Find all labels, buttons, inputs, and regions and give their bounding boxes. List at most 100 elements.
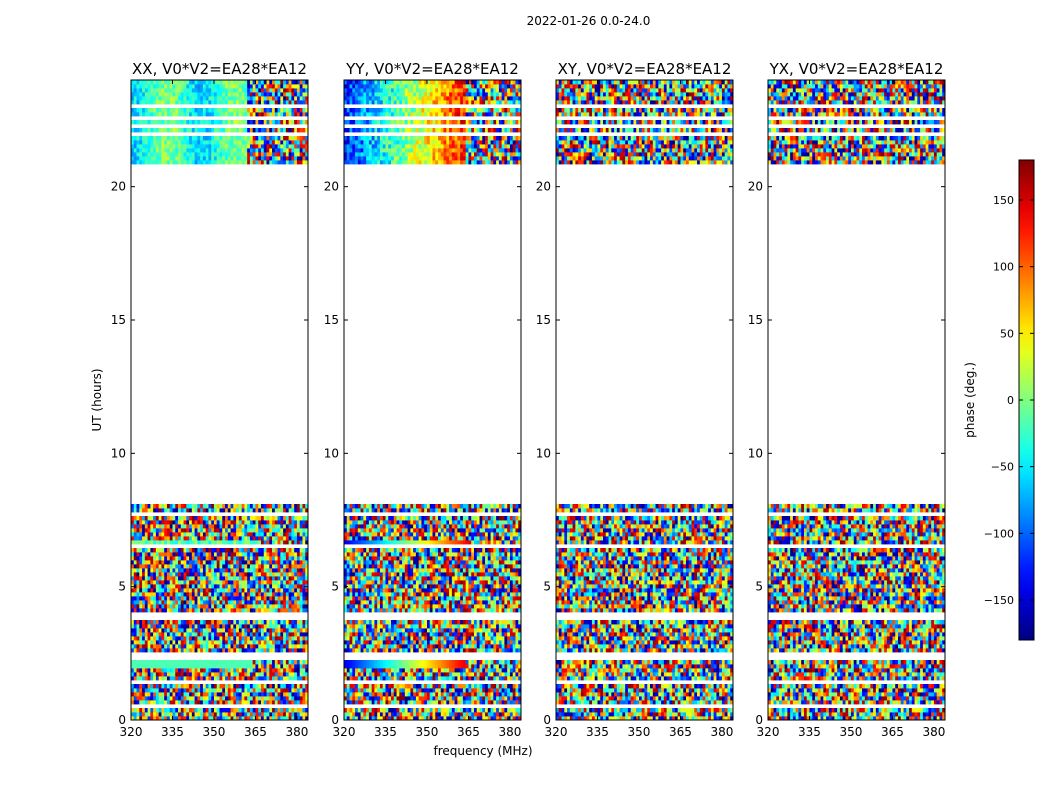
heatmap-cell bbox=[274, 96, 278, 101]
heatmap-cell bbox=[296, 80, 301, 85]
heatmap-cell bbox=[219, 708, 223, 713]
heatmap-cell bbox=[255, 540, 259, 545]
heatmap-cell bbox=[272, 668, 276, 673]
heatmap-cell bbox=[236, 664, 240, 669]
heatmap-cell bbox=[285, 676, 290, 681]
heatmap-cell bbox=[274, 716, 278, 721]
heatmap-cell bbox=[299, 152, 303, 157]
heatmap-cell bbox=[131, 568, 135, 573]
heatmap-cell bbox=[216, 120, 220, 125]
heatmap-cell bbox=[164, 624, 168, 629]
x-tick-label: 350 bbox=[203, 725, 226, 739]
heatmap-cell bbox=[178, 684, 182, 689]
heatmap-cell bbox=[155, 588, 160, 593]
heatmap-cell bbox=[197, 576, 201, 581]
heatmap-cell bbox=[225, 572, 229, 577]
heatmap-cell bbox=[255, 696, 259, 701]
heatmap-cell bbox=[150, 100, 154, 105]
heatmap-cell bbox=[131, 152, 135, 157]
heatmap-cell bbox=[164, 120, 168, 125]
heatmap-cell bbox=[227, 140, 231, 145]
heatmap-cell bbox=[247, 608, 251, 613]
heatmap-cell bbox=[241, 588, 245, 593]
heatmap-cell bbox=[142, 568, 146, 573]
heatmap-cell bbox=[435, 692, 439, 697]
heatmap-cell bbox=[288, 560, 292, 565]
heatmap-cell bbox=[360, 688, 364, 693]
heatmap-cell bbox=[283, 160, 287, 165]
heatmap-cell bbox=[233, 688, 237, 693]
heatmap-cell bbox=[211, 548, 215, 553]
heatmap-cell bbox=[189, 120, 193, 125]
heatmap-cell bbox=[178, 672, 182, 677]
heatmap-cell bbox=[263, 156, 267, 161]
heatmap-cell bbox=[374, 676, 378, 681]
heatmap-cell bbox=[133, 672, 137, 677]
heatmap-cell bbox=[493, 684, 497, 689]
heatmap-cell bbox=[247, 568, 251, 573]
heatmap-cell bbox=[178, 120, 182, 125]
heatmap-cell bbox=[153, 580, 157, 585]
heatmap-cell bbox=[222, 152, 226, 157]
heatmap-cell bbox=[249, 684, 254, 689]
heatmap-cell bbox=[288, 664, 292, 669]
heatmap-cell bbox=[227, 716, 231, 721]
heatmap-cell bbox=[172, 96, 176, 101]
heatmap-cell bbox=[133, 80, 137, 85]
heatmap-cell bbox=[515, 660, 519, 665]
heatmap-cell bbox=[225, 100, 229, 105]
heatmap-cell bbox=[180, 620, 184, 625]
heatmap-cell bbox=[449, 660, 453, 665]
heatmap-cell bbox=[236, 84, 240, 89]
heatmap-cell bbox=[189, 684, 193, 689]
heatmap-cell bbox=[131, 668, 135, 673]
heatmap-cell bbox=[260, 584, 265, 589]
heatmap-cell bbox=[260, 136, 265, 141]
heatmap-cell bbox=[244, 120, 248, 125]
heatmap-cell bbox=[296, 560, 301, 565]
heatmap-cell bbox=[230, 708, 234, 713]
heatmap-cell bbox=[222, 568, 226, 573]
heatmap-cell bbox=[244, 648, 248, 653]
heatmap-cell bbox=[222, 572, 226, 577]
heatmap-cell bbox=[147, 100, 151, 105]
heatmap-cell bbox=[244, 640, 248, 645]
heatmap-cell bbox=[266, 604, 270, 609]
heatmap-cell bbox=[225, 508, 229, 513]
heatmap-cell bbox=[225, 648, 229, 653]
heatmap-cell bbox=[178, 112, 182, 117]
heatmap-cell bbox=[360, 648, 364, 653]
heatmap-cell bbox=[258, 716, 262, 721]
heatmap-cell bbox=[169, 600, 173, 605]
heatmap-cell bbox=[285, 712, 290, 717]
heatmap-cell bbox=[150, 608, 154, 613]
heatmap-cell bbox=[291, 692, 295, 697]
heatmap-cell bbox=[277, 84, 281, 89]
heatmap-cell bbox=[263, 712, 267, 717]
heatmap-cell bbox=[178, 592, 182, 597]
heatmap-cell bbox=[285, 664, 290, 669]
heatmap-cell bbox=[230, 516, 234, 521]
heatmap-cell bbox=[396, 664, 400, 669]
heatmap-cell bbox=[473, 684, 478, 689]
heatmap-cell bbox=[413, 716, 417, 721]
heatmap-cell bbox=[269, 152, 273, 157]
heatmap-cell bbox=[255, 596, 259, 601]
heatmap-cell bbox=[518, 692, 522, 697]
heatmap-cell bbox=[150, 684, 154, 689]
heatmap-cell bbox=[161, 696, 165, 701]
heatmap-cell bbox=[178, 628, 182, 633]
heatmap-cell bbox=[139, 84, 143, 89]
heatmap-cell bbox=[213, 160, 218, 165]
heatmap-cell bbox=[413, 672, 417, 677]
heatmap-cell bbox=[266, 600, 270, 605]
heatmap-cell bbox=[255, 148, 259, 153]
heatmap-cell bbox=[291, 640, 295, 645]
heatmap-cell bbox=[269, 96, 273, 101]
heatmap-cell bbox=[155, 636, 160, 641]
heatmap-cell bbox=[496, 712, 500, 717]
heatmap-cell bbox=[266, 696, 270, 701]
heatmap-cell bbox=[294, 84, 298, 89]
heatmap-cell bbox=[189, 672, 193, 677]
heatmap-cell bbox=[493, 700, 497, 705]
